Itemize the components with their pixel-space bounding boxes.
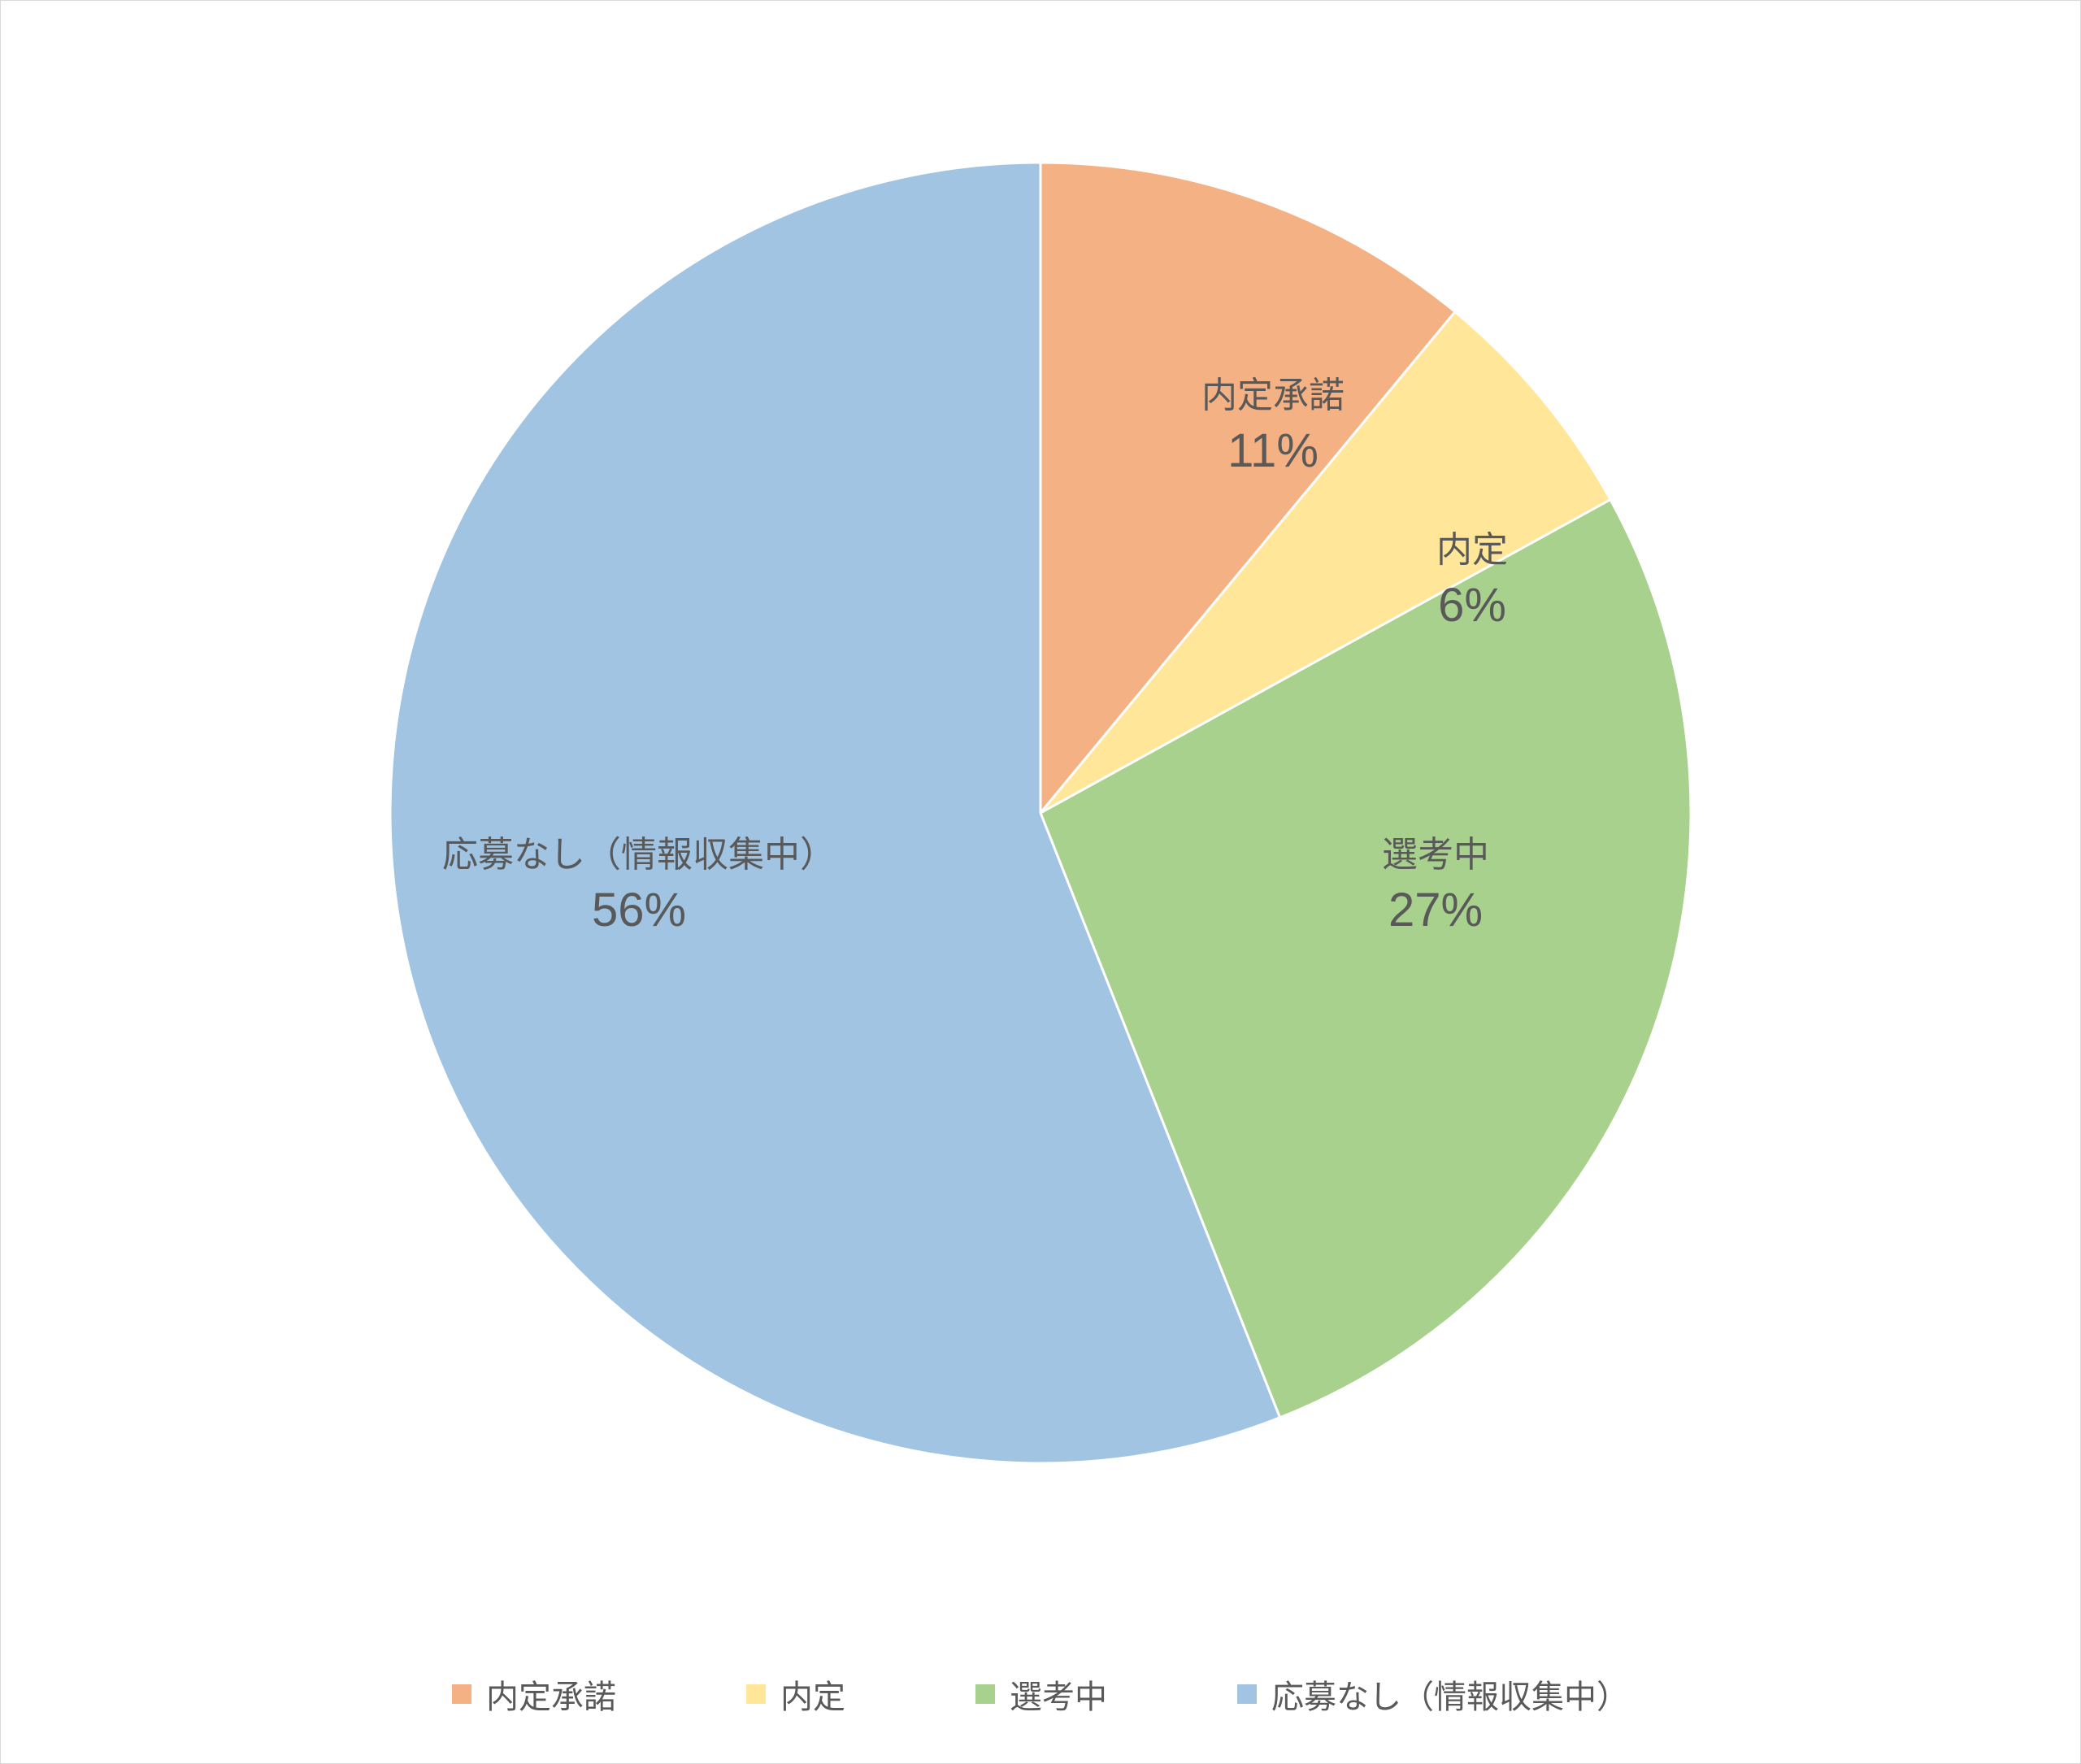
slice-label-1-name: 内定 xyxy=(1436,526,1508,574)
slice-label-3-name: 応募なし（情報収集中） xyxy=(442,831,836,879)
slice-label-2-pct: 27% xyxy=(1382,880,1489,943)
legend-label-3: 応募なし（情報収集中） xyxy=(1271,1671,1629,1718)
slice-label-2-name: 選考中 xyxy=(1382,831,1489,879)
slice-label-1-pct: 6% xyxy=(1436,575,1508,638)
slice-label-3-pct: 56% xyxy=(442,880,836,943)
legend-swatch-1 xyxy=(746,1684,766,1704)
pie-area: 内定承諾 11% 内定 6% 選考中 27% 応募なし（情報収集中） 56% xyxy=(1,1,2080,1625)
legend: 内定承諾 内定 選考中 応募なし（情報収集中） xyxy=(1,1625,2080,1763)
slice-label-1: 内定 6% xyxy=(1436,526,1508,638)
legend-swatch-2 xyxy=(975,1684,995,1704)
slice-label-2: 選考中 27% xyxy=(1382,831,1489,943)
legend-item-0: 内定承諾 xyxy=(452,1671,616,1718)
slice-label-0: 内定承諾 11% xyxy=(1201,371,1345,484)
legend-swatch-3 xyxy=(1237,1684,1257,1704)
slice-label-0-pct: 11% xyxy=(1201,420,1345,484)
legend-label-0: 内定承諾 xyxy=(486,1671,616,1718)
pie-chart xyxy=(390,163,1691,1463)
legend-label-1: 内定 xyxy=(780,1671,845,1718)
legend-item-3: 応募なし（情報収集中） xyxy=(1237,1671,1629,1718)
legend-item-1: 内定 xyxy=(746,1671,845,1718)
slice-label-3: 応募なし（情報収集中） 56% xyxy=(442,831,836,943)
legend-label-2: 選考中 xyxy=(1010,1671,1107,1718)
legend-item-2: 選考中 xyxy=(975,1671,1107,1718)
slice-label-0-name: 内定承諾 xyxy=(1201,371,1345,419)
chart-container: 内定承諾 11% 内定 6% 選考中 27% 応募なし（情報収集中） 56% 内… xyxy=(0,0,2081,1764)
legend-swatch-0 xyxy=(452,1684,471,1704)
